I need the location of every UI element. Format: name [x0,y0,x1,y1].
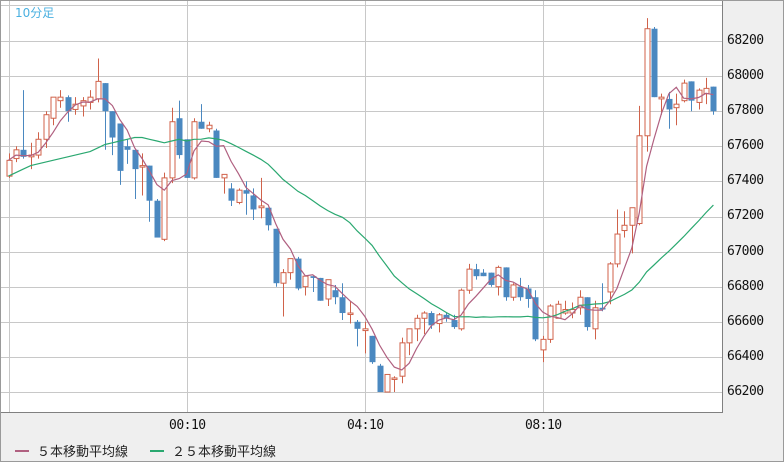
ma5-swatch-icon [15,449,29,452]
y-tick-label: 67400 [727,173,764,188]
y-tick-label: 67200 [727,208,764,223]
timeframe-label: 10分足 [15,6,55,20]
legend-label: ５本移動平均線 [37,445,129,460]
chart-legend: ５本移動平均線 ２５本移動平均線 [15,441,298,460]
y-tick-label: 66800 [727,279,764,294]
plot-area[interactable] [1,1,723,413]
candlestick-chart[interactable] [1,1,722,412]
ma25-swatch-icon [150,449,165,452]
y-tick-label: 66600 [727,314,764,329]
x-tick-label: 04:10 [347,418,384,433]
x-tick-label: 00:10 [169,418,206,433]
x-tick-label: 08:10 [525,418,562,433]
y-tick-label: 66400 [727,349,764,364]
legend-item-ma5[interactable]: ５本移動平均線 [15,441,128,460]
legend-label: ２５本移動平均線 [172,445,277,460]
y-tick-label: 66200 [727,384,764,399]
y-tick-label: 67800 [727,103,764,118]
legend-item-ma25[interactable]: ２５本移動平均線 [150,441,276,460]
y-tick-label: 67600 [727,138,764,153]
y-tick-label: 67000 [727,244,764,259]
y-tick-label: 68000 [727,68,764,83]
y-tick-label: 68200 [727,33,764,48]
